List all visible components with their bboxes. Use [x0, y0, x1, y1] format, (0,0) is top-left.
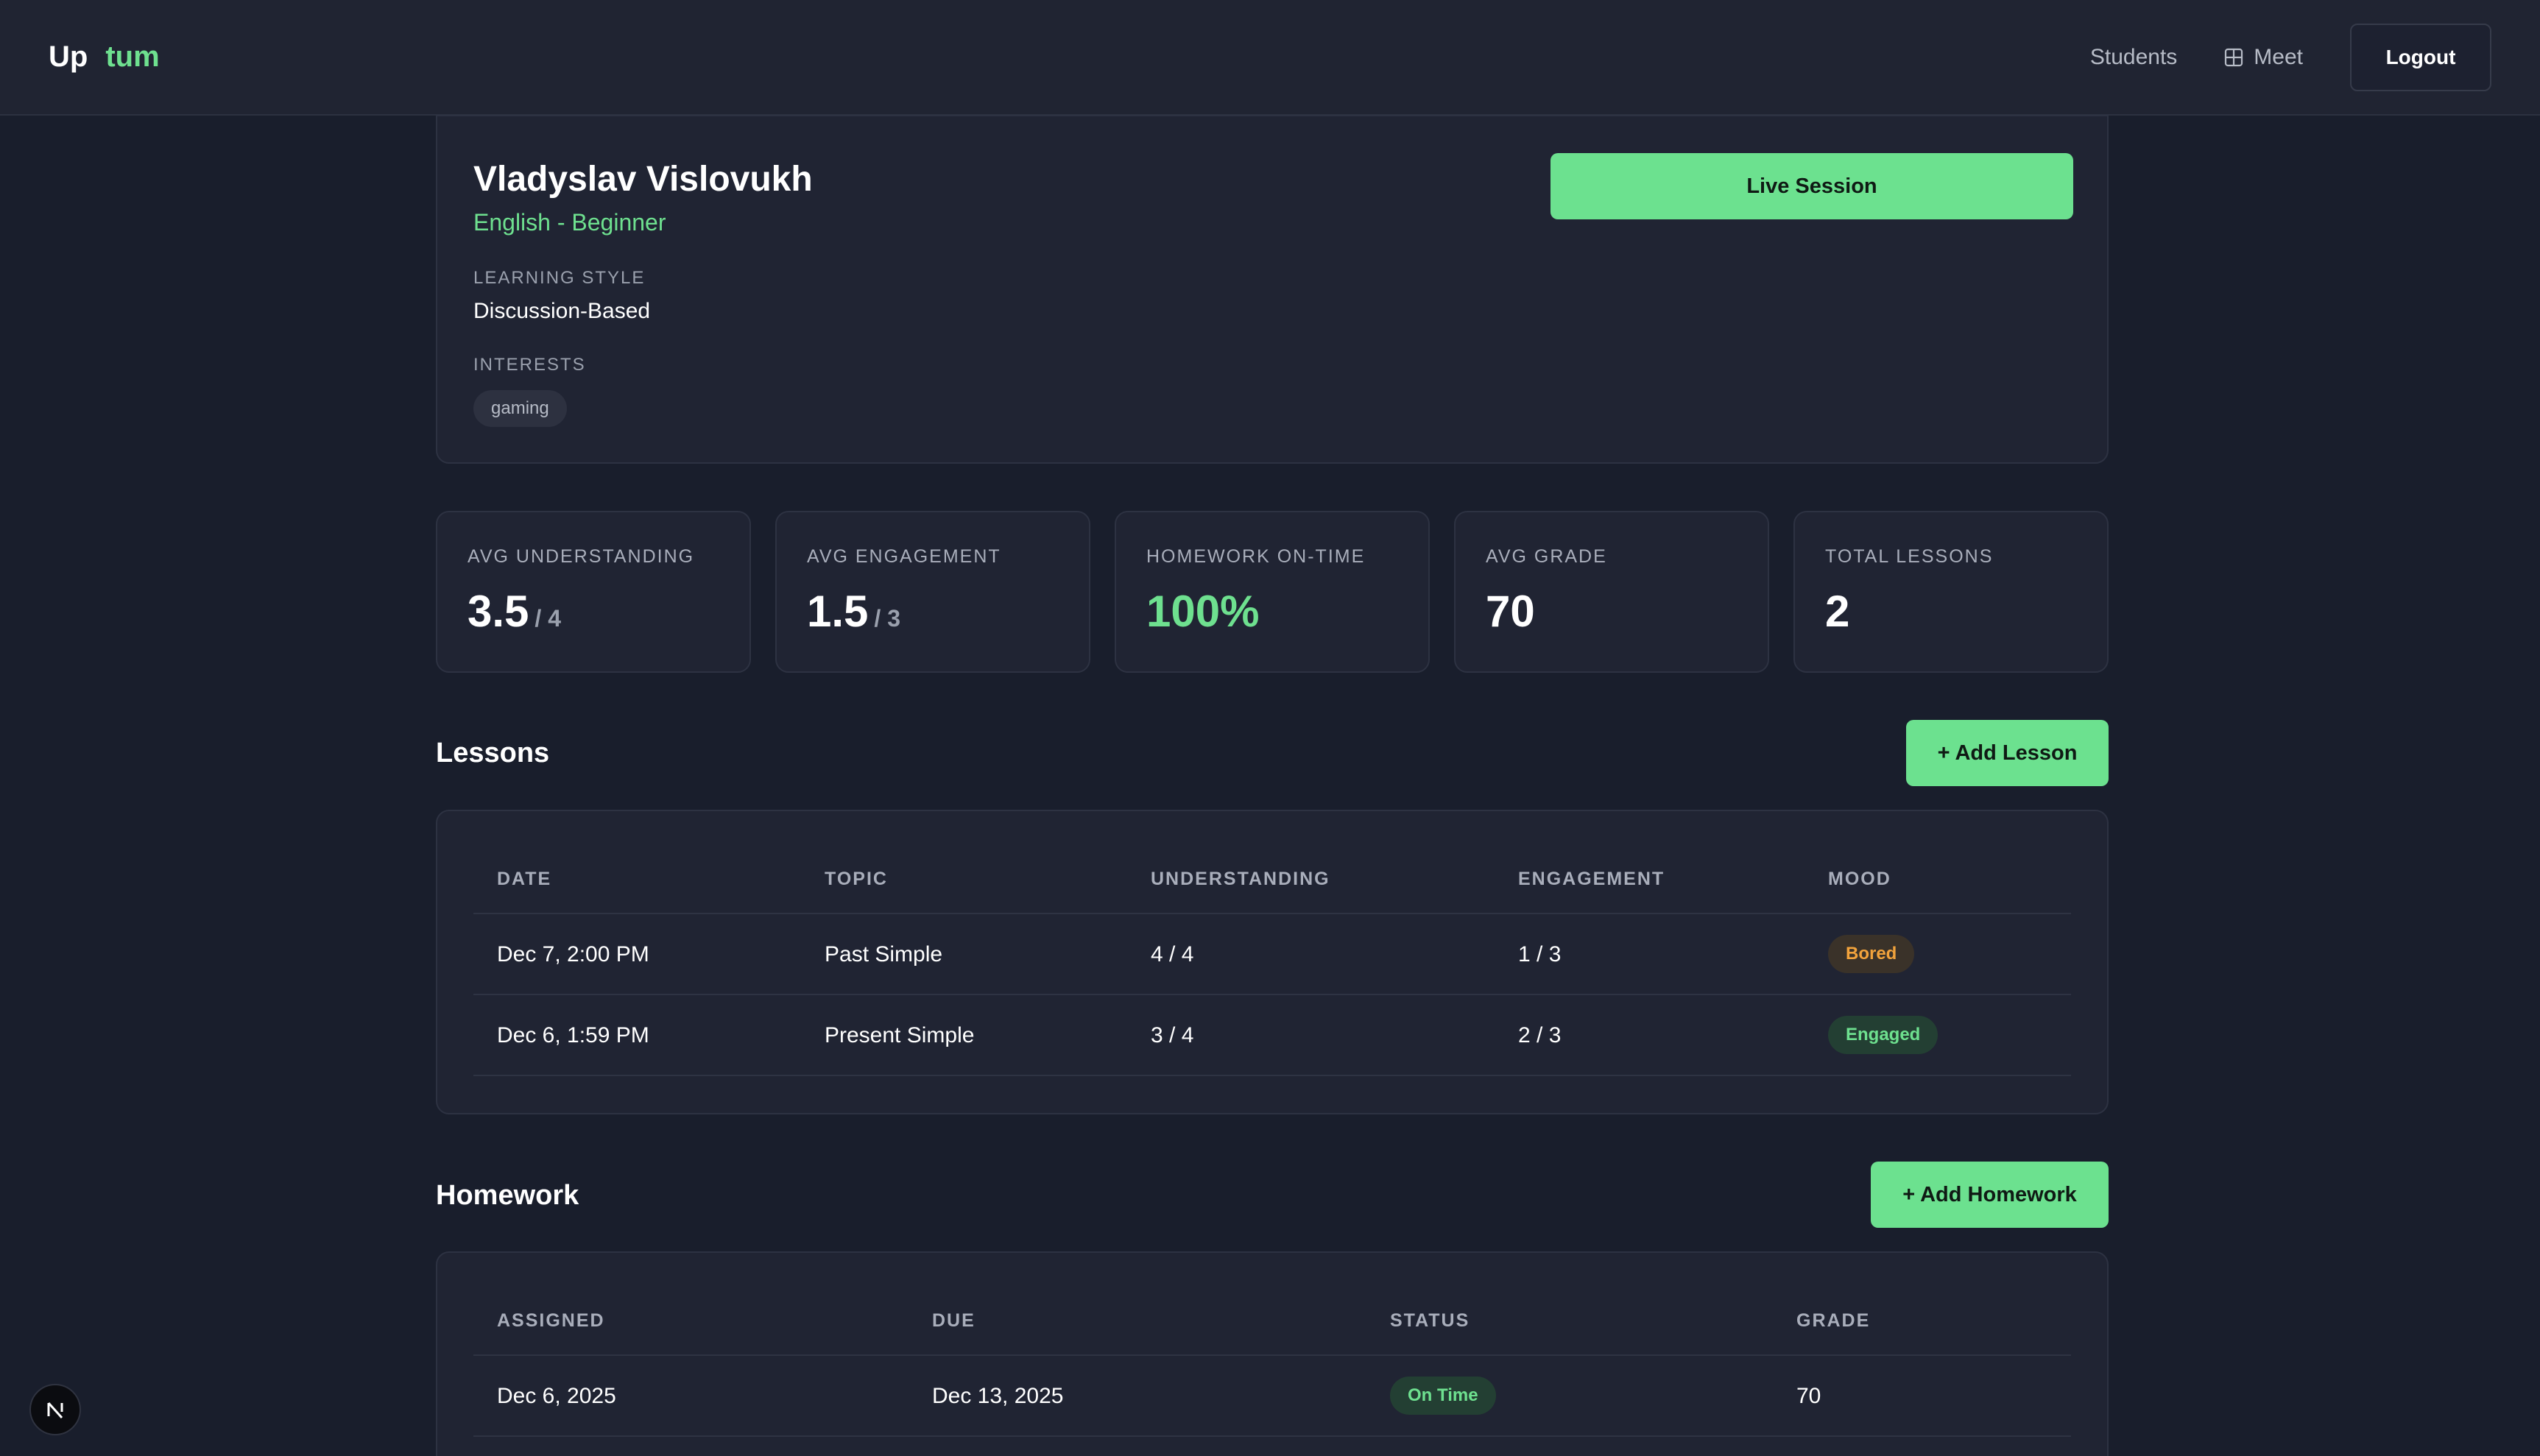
cell-assigned: Dec 6, 2025: [497, 1384, 616, 1408]
stat-card-total-lessons: TOTAL LESSONS 2: [1793, 511, 2109, 673]
app-logo[interactable]: Up tum: [49, 40, 160, 74]
stat-value: 100%: [1146, 586, 1259, 637]
stat-number: 3.5: [468, 587, 529, 636]
column-header-date: DATE: [497, 869, 552, 889]
homework-table-card: ASSIGNED DUE STATUS GRADE Dec 6, 2025 De…: [436, 1251, 2109, 1456]
stat-card-avg-grade: AVG GRADE 70: [1454, 511, 1769, 673]
nav-link-meet[interactable]: Meet: [2224, 45, 2303, 70]
interests-label: INTERESTS: [473, 355, 586, 375]
nav-actions: Students Meet Logout: [2090, 23, 2491, 91]
column-header-grade: GRADE: [1796, 1310, 1871, 1331]
stat-label: TOTAL LESSONS: [1825, 546, 1994, 567]
table-row[interactable]: Dec 6, 2025 Dec 13, 2025 On Time 70: [473, 1356, 2071, 1437]
cell-date: Dec 7, 2:00 PM: [497, 942, 649, 966]
column-header-status: STATUS: [1390, 1310, 1470, 1331]
stat-label: HOMEWORK ON-TIME: [1146, 546, 1366, 567]
cell-understanding: 3 / 4: [1151, 1023, 1194, 1047]
stat-suffix: / 3: [874, 605, 900, 632]
cell-engagement: 1 / 3: [1518, 942, 1562, 966]
stat-number: 70: [1486, 587, 1535, 636]
student-profile-card: Vladyslav Vislovukh English - Beginner L…: [436, 115, 2109, 464]
student-name: Vladyslav Vislovukh: [473, 160, 813, 199]
lessons-title: Lessons: [436, 738, 550, 768]
table-row[interactable]: Dec 7, 2:00 PM Past Simple 4 / 4 1 / 3 B…: [473, 914, 2071, 995]
column-header-engagement: ENGAGEMENT: [1518, 869, 1665, 889]
stat-value: 2: [1825, 586, 1849, 637]
learning-style-value: Discussion-Based: [473, 299, 651, 323]
learning-style-label: LEARNING STYLE: [473, 268, 646, 288]
mood-badge: Engaged: [1828, 1016, 1938, 1054]
stat-card-homework-on-time: HOMEWORK ON-TIME 100%: [1115, 511, 1430, 673]
lessons-table: DATE TOPIC UNDERSTANDING ENGAGEMENT MOOD…: [473, 811, 2071, 1076]
student-course: English - Beginner: [473, 209, 666, 236]
homework-table: ASSIGNED DUE STATUS GRADE Dec 6, 2025 De…: [473, 1253, 2071, 1437]
nav-meet-label: Meet: [2254, 44, 2303, 69]
cell-understanding: 4 / 4: [1151, 942, 1194, 966]
stat-card-avg-engagement: AVG ENGAGEMENT 1.5 / 3: [775, 511, 1090, 673]
status-badge: On Time: [1390, 1377, 1496, 1415]
nav-link-students[interactable]: Students: [2090, 45, 2177, 70]
logo-part-1: Up: [49, 40, 88, 73]
add-homework-button[interactable]: + Add Homework: [1871, 1162, 2109, 1228]
column-header-assigned: ASSIGNED: [497, 1310, 605, 1331]
top-navbar: Up tum Students Meet Logout: [0, 0, 2540, 116]
stat-card-avg-understanding: AVG UNDERSTANDING 3.5 / 4: [436, 511, 751, 673]
stat-label: AVG UNDERSTANDING: [468, 546, 695, 567]
stat-value: 70: [1486, 586, 1535, 637]
stat-value: 3.5 / 4: [468, 586, 561, 637]
cell-grade: 70: [1796, 1384, 1821, 1408]
cell-engagement: 2 / 3: [1518, 1023, 1562, 1047]
column-header-mood: MOOD: [1828, 869, 1891, 889]
stat-suffix: / 4: [535, 605, 561, 632]
stat-number: 100%: [1146, 587, 1260, 636]
cell-topic: Present Simple: [825, 1023, 975, 1047]
column-header-topic: TOPIC: [825, 869, 888, 889]
add-lesson-button[interactable]: + Add Lesson: [1906, 720, 2109, 786]
homework-title: Homework: [436, 1180, 579, 1211]
cell-due: Dec 13, 2025: [932, 1384, 1064, 1408]
stat-number: 1.5: [807, 587, 869, 636]
live-session-button[interactable]: Live Session: [1551, 153, 2073, 219]
stat-number: 2: [1825, 587, 1850, 636]
cell-topic: Past Simple: [825, 942, 943, 966]
column-header-due: DUE: [932, 1310, 976, 1331]
nav-students-label: Students: [2089, 44, 2178, 69]
logout-button[interactable]: Logout: [2350, 23, 2491, 91]
table-header-row: DATE TOPIC UNDERSTANDING ENGAGEMENT MOOD: [473, 811, 2071, 914]
mood-badge: Bored: [1828, 935, 1915, 973]
lessons-table-card: DATE TOPIC UNDERSTANDING ENGAGEMENT MOOD…: [436, 810, 2109, 1114]
stat-label: AVG ENGAGEMENT: [807, 546, 1001, 567]
next-dev-indicator-icon[interactable]: [29, 1384, 81, 1435]
column-header-understanding: UNDERSTANDING: [1151, 869, 1330, 889]
table-header-row: ASSIGNED DUE STATUS GRADE: [473, 1253, 2071, 1356]
stat-value: 1.5 / 3: [807, 586, 900, 637]
interest-chip: gaming: [473, 390, 567, 427]
stat-label: AVG GRADE: [1486, 546, 1607, 567]
table-row[interactable]: Dec 6, 1:59 PM Present Simple 3 / 4 2 / …: [473, 995, 2071, 1076]
logo-part-2: tum: [105, 40, 160, 73]
grid-icon: [2224, 48, 2243, 67]
cell-date: Dec 6, 1:59 PM: [497, 1023, 649, 1047]
